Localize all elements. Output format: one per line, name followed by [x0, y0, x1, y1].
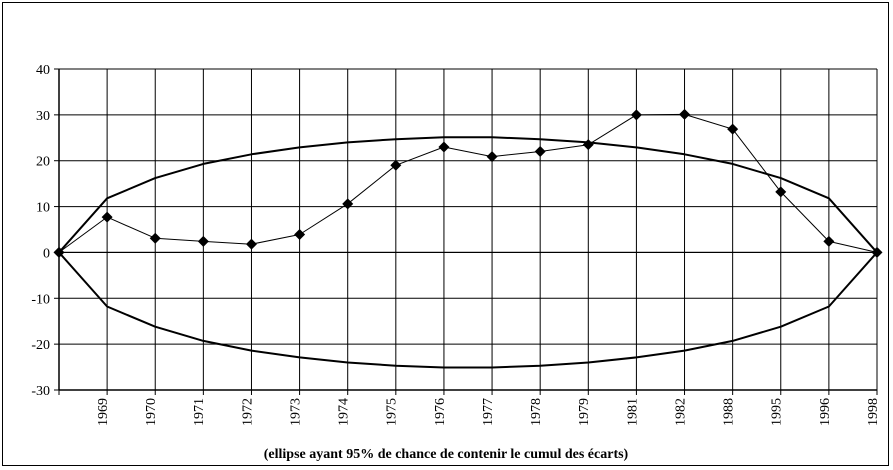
x-tick-label: 1996 [818, 398, 833, 426]
data-point-marker [197, 235, 209, 247]
data-point-marker [438, 141, 450, 153]
x-tick-label: 1974 [337, 398, 352, 426]
data-point-marker [823, 235, 835, 247]
y-tick-label: 0 [43, 246, 50, 261]
y-tick-labels: -30 -20 -10 0 10 20 30 40 [31, 63, 50, 399]
x-tick-label: 1969 [96, 398, 111, 426]
data-point-marker [871, 246, 883, 258]
x-tick-label: 1972 [240, 398, 255, 426]
series-markers [53, 108, 883, 258]
y-tick-label: 20 [36, 155, 50, 170]
y-tick-label: -20 [31, 338, 50, 353]
y-tick-label: 30 [36, 109, 50, 124]
data-point-marker [101, 211, 113, 223]
x-tick-label: 1988 [722, 398, 737, 426]
data-point-marker [53, 246, 65, 258]
ellipse-lower-line [58, 251, 878, 369]
data-point-marker [679, 108, 691, 120]
axes [54, 68, 878, 395]
x-tick-label: 1973 [288, 398, 303, 426]
data-point-marker [534, 146, 546, 158]
x-tick-label: 1977 [481, 398, 496, 426]
x-tick-label: 1981 [625, 398, 640, 426]
chart-caption: (ellipse ayant 95% de chance de contenir… [264, 447, 629, 462]
x-tick-labels: 1969 1970 1971 1972 1973 1974 1975 1976 1977 1978… [96, 398, 881, 426]
data-point-marker [149, 232, 161, 244]
gridlines [58, 68, 878, 391]
y-tick-label: 10 [36, 201, 50, 216]
x-tick-label: 1978 [529, 398, 544, 426]
x-tick-label: 1979 [577, 398, 592, 426]
data-point-marker [775, 186, 787, 198]
x-tick-label: 1976 [433, 398, 448, 426]
data-point-marker [727, 123, 739, 135]
x-tick-label: 1971 [192, 398, 207, 426]
series-lines [58, 113, 878, 369]
data-point-marker [486, 151, 498, 163]
y-tick-label: 40 [36, 63, 50, 78]
data-point-marker [582, 139, 594, 151]
data-point-marker [245, 238, 257, 250]
x-tick-label: 1970 [144, 398, 159, 426]
data-series-line [58, 113, 878, 253]
x-tick-label: 1998 [866, 398, 881, 426]
y-tick-label: -30 [31, 384, 50, 399]
x-tick-label: 1995 [770, 398, 785, 426]
y-tick-label: -10 [31, 292, 50, 307]
data-point-marker [342, 198, 354, 210]
ellipse-upper-line [58, 136, 878, 254]
data-point-marker [390, 159, 402, 171]
data-point-marker [294, 229, 306, 241]
data-point-marker [630, 109, 642, 121]
x-tick-label: 1975 [385, 398, 400, 426]
x-tick-label: 1982 [673, 398, 688, 426]
